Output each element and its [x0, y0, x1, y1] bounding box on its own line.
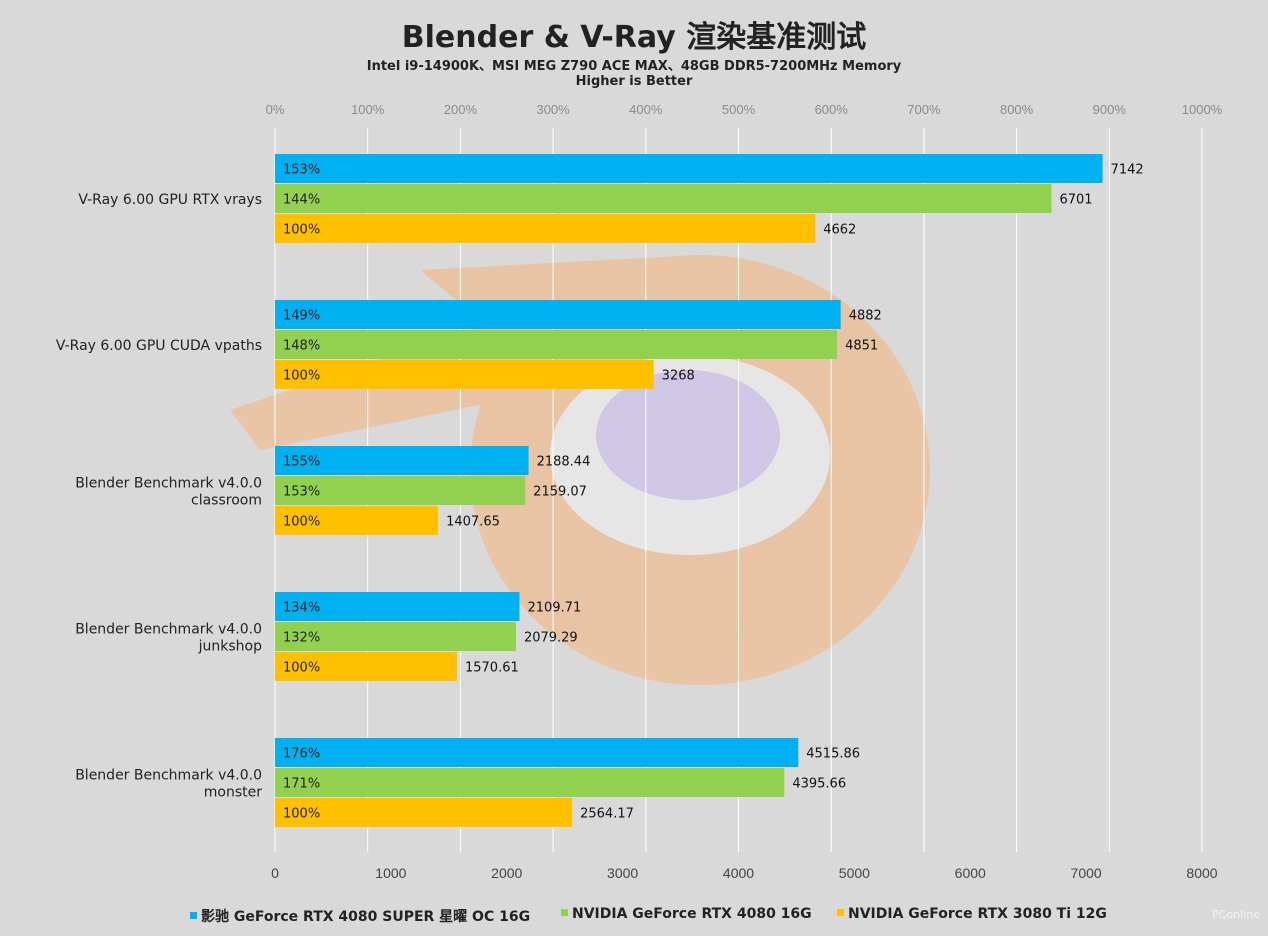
percent-label: 100% [283, 661, 320, 676]
percent-label: 100% [283, 807, 320, 822]
x2-tick-label: 300% [536, 102, 570, 117]
value-label: 3268 [662, 369, 695, 384]
percent-label: 155% [283, 455, 320, 470]
category-label: classroom [191, 493, 262, 509]
watermark: PConline [1212, 908, 1260, 921]
x2-tick-label: 100% [351, 102, 385, 117]
bar [275, 154, 1103, 183]
percent-label: 134% [283, 601, 320, 616]
bar [275, 300, 841, 329]
bar [275, 476, 526, 505]
bar [275, 446, 529, 475]
value-label: 4515.86 [806, 747, 860, 762]
category-label: monster [204, 785, 262, 801]
category-label: Blender Benchmark v4.0.0 [75, 622, 262, 638]
x-tick-label: 1000 [375, 865, 406, 881]
bar [275, 592, 520, 621]
value-label: 4851 [845, 339, 878, 354]
bar [275, 738, 799, 767]
percent-label: 148% [283, 339, 320, 354]
legend-item-series-1: 影驰 GeForce RTX 4080 SUPER 星曜 OC 16G [190, 906, 530, 926]
x-tick-label: 5000 [839, 865, 870, 881]
x-tick-label: 6000 [955, 865, 986, 881]
category-label: V-Ray 6.00 GPU CUDA vpaths [56, 338, 262, 354]
value-label: 4882 [849, 309, 882, 324]
value-label: 4395.66 [792, 777, 846, 792]
chart-subtitle-line-2: Higher is Better [575, 74, 693, 89]
value-label: 7142 [1111, 163, 1144, 178]
bar [275, 330, 838, 359]
legend-item-series-3: NVIDIA GeForce RTX 3080 Ti 12G [837, 906, 1107, 922]
percent-label: 153% [283, 485, 320, 500]
percent-label: 171% [283, 777, 320, 792]
value-label: 2079.29 [524, 631, 578, 646]
value-label: 2564.17 [580, 807, 634, 822]
x-tick-label: 7000 [1071, 865, 1102, 881]
category-label: V-Ray 6.00 GPU RTX vrays [78, 192, 262, 208]
bar [275, 622, 516, 651]
percent-label: 100% [283, 369, 320, 384]
x2-tick-label: 1000% [1182, 102, 1223, 117]
category-label: Blender Benchmark v4.0.0 [75, 768, 262, 784]
chart-subtitle-line-1: Intel i9-14900K、MSI MEG Z790 ACE MAX、48G… [366, 59, 902, 74]
bar [275, 652, 457, 681]
axes: 0% 100% 200% 300% 400% 500% 600% 700% 800% 900% 10… [266, 102, 1223, 881]
x-tick-label: 8000 [1186, 865, 1217, 881]
x-tick-label: 0 [271, 865, 279, 881]
x-tick-label: 3000 [607, 865, 638, 881]
bars [275, 154, 1103, 827]
percent-label: 100% [283, 515, 320, 530]
percent-label: 153% [283, 163, 320, 178]
category-label: Blender Benchmark v4.0.0 [75, 476, 262, 492]
x2-tick-label: 700% [907, 102, 941, 117]
value-label: 1407.65 [446, 515, 500, 530]
legend-label-3: NVIDIA GeForce RTX 3080 Ti 12G [848, 906, 1107, 922]
percent-label: 132% [283, 631, 320, 646]
percent-label: 144% [283, 193, 320, 208]
category-label: junkshop [198, 639, 262, 655]
legend-label-2: NVIDIA GeForce RTX 4080 16G [572, 906, 812, 922]
x2-tick-label: 500% [722, 102, 756, 117]
percent-label: 100% [283, 223, 320, 238]
chart-title: Blender & V-Ray 渲染基准测试 [401, 20, 867, 55]
value-label: 2109.71 [527, 601, 581, 616]
x2-tick-label: 400% [629, 102, 663, 117]
x2-tick-label: 0% [266, 102, 285, 117]
bar [275, 214, 816, 243]
legend: 影驰 GeForce RTX 4080 SUPER 星曜 OC 16G NVID… [0, 906, 1268, 926]
x-tick-label: 2000 [491, 865, 522, 881]
legend-item-series-2: NVIDIA GeForce RTX 4080 16G [561, 906, 812, 922]
value-label: 1570.61 [465, 661, 519, 676]
legend-swatch-2 [561, 909, 568, 916]
percent-label: 149% [283, 309, 320, 324]
bar [275, 506, 439, 535]
x2-tick-label: 600% [815, 102, 849, 117]
bar [275, 360, 654, 389]
bar [275, 768, 785, 797]
x2-tick-label: 200% [444, 102, 478, 117]
value-label: 2188.44 [537, 455, 591, 470]
value-label: 4662 [823, 223, 856, 238]
percent-label: 176% [283, 747, 320, 762]
bar [275, 798, 573, 827]
legend-swatch-3 [837, 909, 844, 916]
x2-tick-label: 800% [1000, 102, 1034, 117]
value-label: 2159.07 [533, 485, 587, 500]
labels: V-Ray 6.00 GPU RTX vrays 153% 7142 144% 6701… [56, 163, 1144, 822]
legend-swatch-1 [190, 912, 197, 919]
value-label: 6701 [1059, 193, 1092, 208]
bar [275, 184, 1052, 213]
x-tick-label: 4000 [723, 865, 754, 881]
legend-label-1: 影驰 GeForce RTX 4080 SUPER 星曜 OC 16G [201, 909, 531, 925]
x2-tick-label: 900% [1093, 102, 1127, 117]
